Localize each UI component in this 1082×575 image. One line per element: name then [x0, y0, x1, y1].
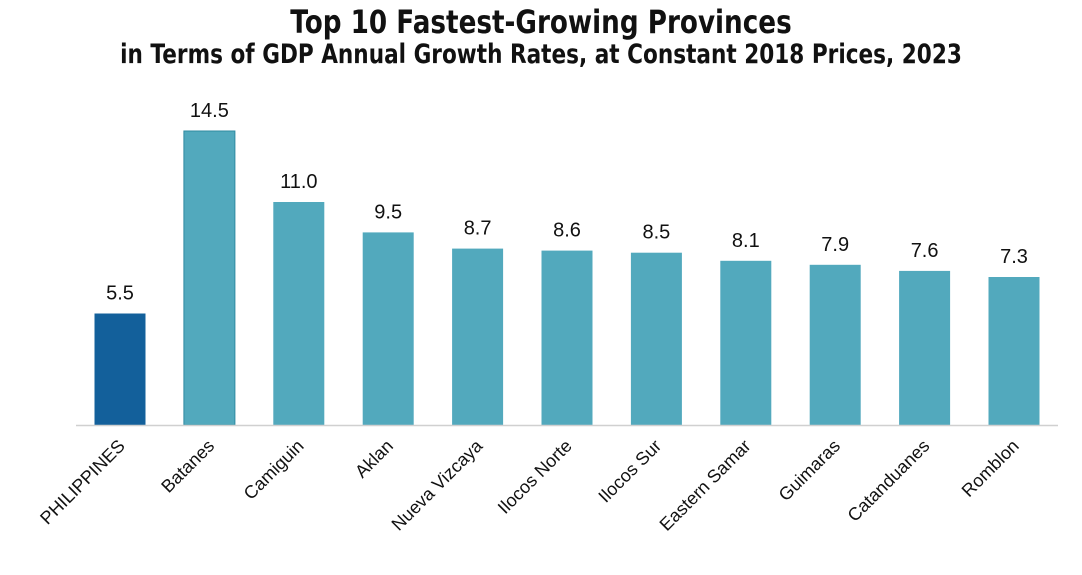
category-label: Ilocos Sur	[594, 436, 665, 507]
chart-title: Top 10 Fastest-Growing Provinces	[290, 3, 792, 41]
value-label: 7.6	[911, 240, 939, 262]
value-label: 11.0	[280, 171, 317, 193]
value-label: 5.5	[106, 283, 134, 305]
bar-ilocos-norte	[541, 250, 593, 425]
bar-philippines	[94, 313, 146, 425]
chart-title-block: Top 10 Fastest-Growing Provinces in Term…	[0, 0, 1082, 72]
value-labels-group: 5.5 14.5 11.0 9.5 8.7 8.6 8.5 8.1 7.9 7.6 7.3	[106, 100, 1028, 305]
value-label: 8.6	[553, 220, 581, 242]
chart-subtitle: in Terms of GDP Annual Growth Rates, at …	[120, 39, 962, 70]
category-label: PHILIPPINES	[36, 436, 129, 529]
bars-group	[94, 130, 1040, 426]
category-label: Catanduanes	[844, 436, 934, 526]
value-label: 9.5	[374, 201, 402, 223]
category-label: Romblon	[958, 436, 1023, 501]
value-label: 7.9	[821, 234, 849, 256]
category-label: Camiguin	[240, 436, 308, 504]
bar-ilocos-sur	[630, 252, 682, 425]
bar-guimaras	[809, 264, 861, 425]
category-label: Nueva Vizcaya	[388, 435, 488, 535]
category-label: Ilocos Norte	[494, 436, 576, 518]
bar-batanes	[183, 130, 236, 426]
value-label: 8.7	[464, 218, 492, 240]
category-label: Guimaras	[775, 436, 844, 505]
bar-eastern-samar	[720, 260, 772, 425]
value-label: 7.3	[1000, 246, 1028, 268]
bar-nueva-vizcaya	[452, 248, 504, 425]
bar-romblon	[988, 277, 1040, 425]
value-label: 14.5	[190, 100, 229, 122]
bar-camiguin	[273, 202, 325, 425]
category-label: Aklan	[351, 436, 397, 482]
bar-aklan	[362, 232, 414, 425]
value-label: 8.1	[732, 230, 760, 252]
value-label: 8.5	[642, 222, 670, 244]
bar-catanduanes	[899, 270, 951, 425]
category-label: Batanes	[157, 436, 218, 497]
category-label: Eastern Samar	[656, 436, 755, 535]
